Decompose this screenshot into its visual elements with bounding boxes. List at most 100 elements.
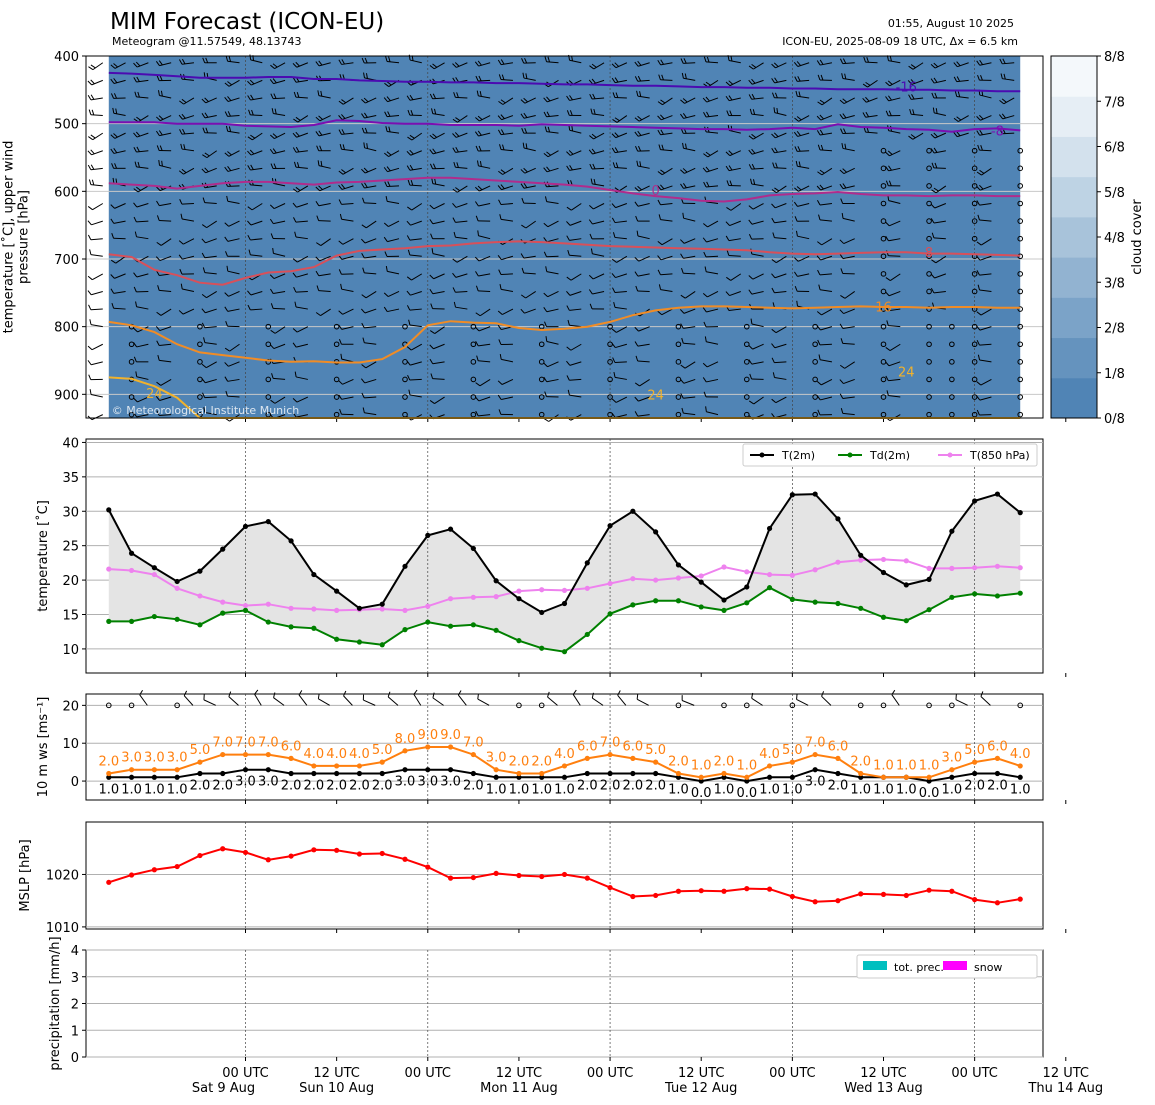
wind-barb — [500, 132, 513, 136]
wind-barb — [205, 378, 217, 384]
wind-barb-flag — [725, 81, 731, 86]
wind-barb-flag — [295, 146, 300, 153]
wind-barb — [660, 62, 673, 66]
y-axis-label-line: 10 m ws [ms⁻¹] — [36, 697, 51, 798]
wind-barb-flag — [112, 177, 115, 184]
legend-marker — [759, 452, 765, 458]
wind-barb-flag — [315, 116, 321, 122]
wind-barb — [136, 150, 149, 153]
wind-barb-flag — [634, 61, 639, 67]
calm-wind-circle — [333, 341, 340, 348]
wind-barb — [684, 167, 696, 174]
wind-barb-flag — [751, 692, 754, 699]
wind-barb-flag — [566, 165, 570, 171]
wind-barb — [341, 203, 354, 205]
wind-barb-flag — [796, 186, 802, 191]
wind-barb-flag — [520, 113, 525, 119]
isotherm-line — [108, 240, 1021, 286]
gust-value-label: 3.0 — [167, 751, 188, 766]
wind-barb-flag — [224, 222, 230, 227]
wind-barb-flag — [475, 340, 479, 347]
wind-barb-flag — [772, 372, 775, 378]
mslp-point — [493, 870, 499, 877]
wind-barb-flag — [591, 63, 597, 68]
wind-barb — [569, 378, 582, 381]
wind-10m-gust-point — [311, 763, 317, 769]
wind-barb-flag — [179, 199, 183, 205]
wind-barb — [523, 272, 536, 275]
wind-barb-flag — [202, 392, 206, 398]
wind-barb — [387, 167, 400, 173]
wind-barb-flag — [452, 217, 456, 223]
wind-barb-flag — [137, 161, 140, 168]
y-axis-label: MSLP [hPa] — [18, 839, 33, 911]
wind-barb-flag — [933, 187, 939, 192]
wind-barb-flag — [637, 75, 642, 82]
wind-barb — [295, 166, 308, 169]
mslp-point — [197, 852, 203, 859]
t2m-point — [174, 578, 180, 585]
wind-barb-flag — [247, 290, 252, 296]
wind-barb-flag — [407, 179, 411, 186]
wind-barb — [546, 61, 559, 64]
wind-barb — [433, 203, 445, 210]
wind-barb-flag — [408, 389, 411, 396]
wind-10m-mean-point — [561, 774, 568, 780]
wind-barb-flag — [453, 231, 456, 238]
mean-wind-value-label: 2.0 — [964, 779, 985, 794]
wind-barb-flag — [452, 258, 458, 263]
t850-point — [425, 603, 431, 609]
wind-barb-flag — [158, 115, 164, 120]
gust-value-label: 5.0 — [645, 743, 666, 758]
wind-barb-flag — [705, 151, 711, 156]
mslp-point — [653, 892, 659, 899]
wind-barb — [797, 132, 810, 137]
wind-barb-flag — [661, 144, 664, 151]
wind-barb-flag — [410, 109, 414, 116]
wind-barb-flag — [839, 169, 845, 174]
wind-barb-flag — [817, 269, 821, 276]
gust-value-label: 8.0 — [395, 732, 416, 747]
mslp-point — [880, 891, 887, 897]
calm-wind-circle — [402, 411, 408, 418]
wind-barb — [295, 150, 308, 153]
t850-point — [949, 565, 955, 571]
wind-barb — [842, 255, 855, 260]
wind-barb-flag — [271, 373, 274, 379]
wind-barb — [478, 343, 491, 347]
t850-point — [311, 606, 317, 612]
wind-barb-flag — [292, 132, 297, 138]
wind-barb-flag — [183, 144, 186, 150]
wind-barb-flag — [797, 146, 801, 152]
wind-barb — [728, 167, 741, 172]
x-tick-label: 12 UTC — [860, 1066, 906, 1081]
wind-barb — [364, 255, 377, 259]
wind-barb-flag — [247, 234, 251, 241]
wind-barb-flag — [726, 110, 730, 116]
gust-value-label: 6.0 — [987, 739, 1008, 754]
wind-barb — [729, 79, 742, 87]
wind-barb-flag — [841, 73, 844, 79]
calm-wind-circle — [607, 411, 613, 418]
wind-barb — [501, 288, 514, 292]
calm-wind-circle — [333, 376, 340, 383]
wind-barb-flag — [661, 74, 664, 81]
wind-barb — [273, 252, 286, 257]
t850-point — [447, 596, 454, 602]
wind-barb — [364, 308, 377, 314]
temperature-tick-label: 25 — [62, 540, 79, 555]
wind-barb-flag — [364, 57, 368, 64]
wind-barb-flag — [228, 691, 232, 697]
wind-barb-flag — [705, 81, 711, 86]
wind-barb — [432, 697, 444, 706]
wind-barb-flag — [338, 59, 342, 65]
calm-wind-circle — [743, 376, 750, 383]
wind-10m-gust-point — [151, 767, 157, 773]
wind-barb-flag — [934, 92, 938, 99]
wind-barb-flag — [406, 235, 411, 241]
wind-barb-flag — [475, 285, 479, 292]
wind-barb — [343, 695, 353, 706]
wind-barb — [90, 394, 103, 398]
wind-barb-flag — [566, 305, 570, 311]
